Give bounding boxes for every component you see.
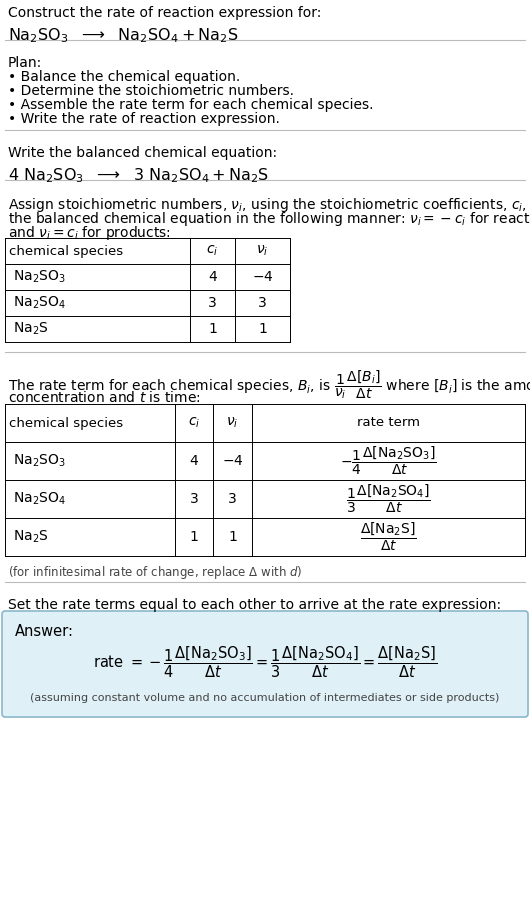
Text: 1: 1 xyxy=(190,530,198,544)
Text: 1: 1 xyxy=(258,322,267,336)
Text: • Balance the chemical equation.: • Balance the chemical equation. xyxy=(8,70,240,84)
Text: Assign stoichiometric numbers, $\nu_i$, using the stoichiometric coefficients, $: Assign stoichiometric numbers, $\nu_i$, … xyxy=(8,196,530,214)
Text: • Determine the stoichiometric numbers.: • Determine the stoichiometric numbers. xyxy=(8,84,294,98)
Text: rate $= -\dfrac{1}{4}\dfrac{\Delta[\mathrm{Na_2SO_3}]}{\Delta t}= \dfrac{1}{3}\d: rate $= -\dfrac{1}{4}\dfrac{\Delta[\math… xyxy=(93,644,437,680)
Text: (assuming constant volume and no accumulation of intermediates or side products): (assuming constant volume and no accumul… xyxy=(30,693,500,703)
Text: $\nu_i$: $\nu_i$ xyxy=(257,244,269,258)
Text: (for infinitesimal rate of change, replace $\Delta$ with $d$): (for infinitesimal rate of change, repla… xyxy=(8,564,303,581)
Text: $\mathrm{Na_2S}$: $\mathrm{Na_2S}$ xyxy=(13,321,49,338)
Text: Write the balanced chemical equation:: Write the balanced chemical equation: xyxy=(8,146,277,160)
Text: 3: 3 xyxy=(258,296,267,310)
Text: 3: 3 xyxy=(208,296,217,310)
Text: 4: 4 xyxy=(190,454,198,468)
Text: • Write the rate of reaction expression.: • Write the rate of reaction expression. xyxy=(8,112,280,126)
Text: $\dfrac{1}{3}\dfrac{\Delta[\mathrm{Na_2SO_4}]}{\Delta t}$: $\dfrac{1}{3}\dfrac{\Delta[\mathrm{Na_2S… xyxy=(346,483,431,515)
Text: $-\dfrac{1}{4}\dfrac{\Delta[\mathrm{Na_2SO_3}]}{\Delta t}$: $-\dfrac{1}{4}\dfrac{\Delta[\mathrm{Na_2… xyxy=(340,445,437,477)
Text: $\mathrm{Na_2SO_4}$: $\mathrm{Na_2SO_4}$ xyxy=(13,295,66,311)
Text: 1: 1 xyxy=(208,322,217,336)
Text: Construct the rate of reaction expression for:: Construct the rate of reaction expressio… xyxy=(8,6,321,20)
Text: $\nu_i$: $\nu_i$ xyxy=(226,416,238,430)
Text: Set the rate terms equal to each other to arrive at the rate expression:: Set the rate terms equal to each other t… xyxy=(8,598,501,612)
Text: $\mathrm{Na_2SO_3}$: $\mathrm{Na_2SO_3}$ xyxy=(13,453,66,470)
Text: • Assemble the rate term for each chemical species.: • Assemble the rate term for each chemic… xyxy=(8,98,374,112)
Text: Plan:: Plan: xyxy=(8,56,42,70)
Text: $\mathrm{Na_2S}$: $\mathrm{Na_2S}$ xyxy=(13,529,49,545)
Text: the balanced chemical equation in the following manner: $\nu_i = -c_i$ for react: the balanced chemical equation in the fo… xyxy=(8,210,530,228)
Text: $\mathrm{Na_2SO_3\ \ \longrightarrow\ \ Na_2SO_4 + Na_2S}$: $\mathrm{Na_2SO_3\ \ \longrightarrow\ \ … xyxy=(8,26,238,45)
Text: rate term: rate term xyxy=(357,417,420,430)
Text: $c_i$: $c_i$ xyxy=(206,244,219,258)
Text: 1: 1 xyxy=(228,530,237,544)
Text: $\mathrm{Na_2SO_3}$: $\mathrm{Na_2SO_3}$ xyxy=(13,268,66,285)
Text: $\mathrm{Na_2SO_4}$: $\mathrm{Na_2SO_4}$ xyxy=(13,490,66,507)
FancyBboxPatch shape xyxy=(2,611,528,717)
Text: The rate term for each chemical species, $B_i$, is $\dfrac{1}{\nu_i}\dfrac{\Delt: The rate term for each chemical species,… xyxy=(8,368,530,400)
Text: $-4$: $-4$ xyxy=(252,270,273,284)
Text: Answer:: Answer: xyxy=(15,624,74,639)
Text: $c_i$: $c_i$ xyxy=(188,416,200,430)
Text: and $\nu_i = c_i$ for products:: and $\nu_i = c_i$ for products: xyxy=(8,224,171,242)
Text: 3: 3 xyxy=(190,492,198,506)
Text: $\dfrac{\Delta[\mathrm{Na_2S}]}{\Delta t}$: $\dfrac{\Delta[\mathrm{Na_2S}]}{\Delta t… xyxy=(360,521,417,553)
Text: 4: 4 xyxy=(208,270,217,284)
Text: chemical species: chemical species xyxy=(9,417,123,430)
Text: 3: 3 xyxy=(228,492,237,506)
Text: $-4$: $-4$ xyxy=(222,454,243,468)
Text: $\mathrm{4\ Na_2SO_3\ \ \longrightarrow\ \ 3\ Na_2SO_4 + Na_2S}$: $\mathrm{4\ Na_2SO_3\ \ \longrightarrow\… xyxy=(8,166,269,185)
Text: chemical species: chemical species xyxy=(9,245,123,258)
Text: concentration and $t$ is time:: concentration and $t$ is time: xyxy=(8,390,201,405)
